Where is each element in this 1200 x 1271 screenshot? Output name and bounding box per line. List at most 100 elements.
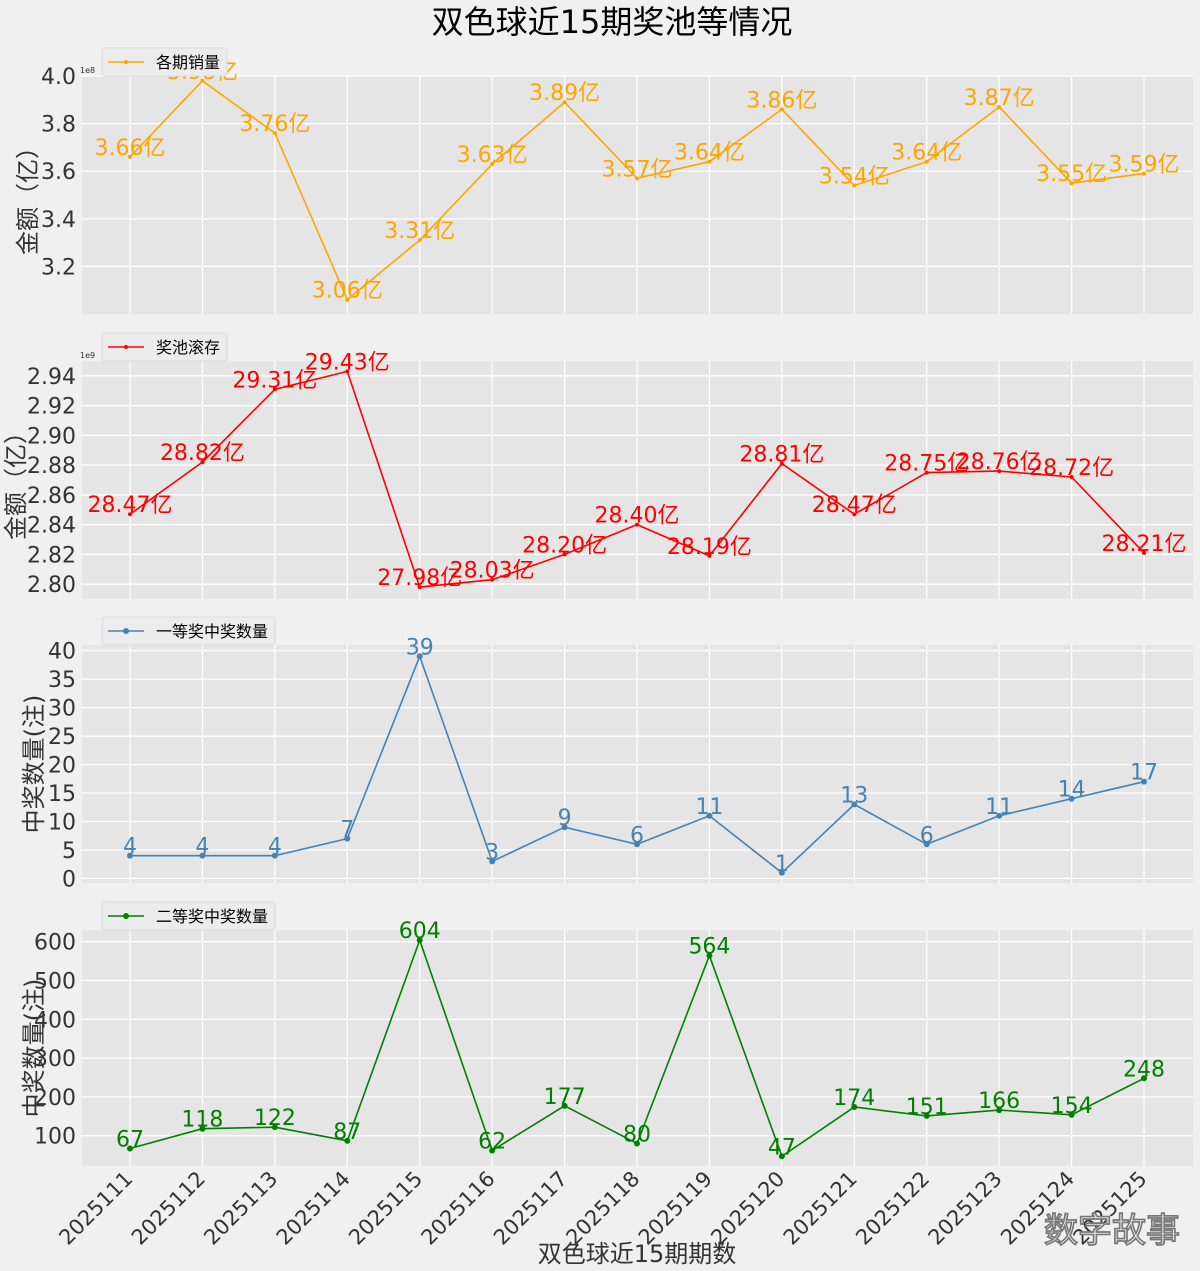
data-label: 6 [920, 823, 934, 848]
data-label: 39 [406, 635, 434, 660]
y-tick-label: 3.6 [41, 160, 76, 185]
data-label: 67 [116, 1128, 144, 1153]
y-tick-label: 100 [34, 1125, 76, 1150]
data-label: 3.66亿 [95, 136, 166, 161]
data-point [272, 387, 277, 392]
legend-label: 奖池滚存 [156, 338, 220, 357]
data-label: 151 [906, 1095, 948, 1120]
x-tick-label: 2025119 [634, 1167, 717, 1250]
y-tick-label: 300 [34, 1047, 76, 1072]
legend: 一等奖中奖数量 [101, 616, 276, 646]
y-tick-label: 3.2 [41, 255, 76, 280]
data-point [635, 522, 640, 527]
data-label: 87 [333, 1120, 361, 1145]
data-label: 3.89亿 [529, 81, 600, 106]
data-point [1142, 171, 1147, 176]
subplot-2: 2.80 2.82 2.84 2.86 2.88 2.90 2.92 2.94 1e9 金额（亿）… [2, 332, 1193, 599]
x-tick-label: 2025118 [561, 1167, 644, 1250]
data-label: 7 [340, 818, 354, 843]
x-axis-label: 双色球近15期期数 [538, 1240, 737, 1268]
x-axis: 2025111202511220251132025114202511520251… [54, 1167, 1151, 1250]
y-tick-label: 10 [48, 811, 76, 836]
y-tick-label: 2.88 [27, 454, 76, 479]
data-point [490, 577, 495, 582]
x-tick-label: 2025121 [779, 1167, 862, 1250]
x-tick-label: 2025120 [706, 1167, 789, 1250]
data-label: 28.20亿 [522, 533, 607, 558]
data-point [634, 841, 641, 848]
data-label: 248 [1123, 1057, 1165, 1082]
legend-marker [123, 913, 129, 919]
data-point [706, 952, 713, 959]
data-label: 3.06亿 [312, 279, 383, 304]
legend: 二等奖中奖数量 [101, 901, 276, 931]
y-tick-label: 2.94 [27, 365, 76, 390]
data-point [1141, 778, 1148, 785]
data-point [997, 104, 1002, 109]
x-tick-label: 2025114 [272, 1167, 355, 1250]
data-label: 4 [268, 835, 282, 860]
data-label: 122 [254, 1106, 296, 1131]
data-label: 174 [833, 1086, 875, 1111]
legend: 各期销量 [101, 47, 228, 77]
data-label: 47 [768, 1135, 796, 1160]
x-tick-label: 2025117 [489, 1167, 572, 1250]
legend: 奖池滚存 [101, 332, 228, 362]
data-point [417, 238, 422, 243]
data-point [996, 1107, 1003, 1114]
y-tick-label: 400 [34, 1008, 76, 1033]
x-tick-label: 2025116 [417, 1167, 500, 1250]
legend-box [101, 47, 228, 77]
data-point [562, 552, 567, 557]
y-tick-label: 2.90 [27, 424, 76, 449]
data-point [416, 653, 423, 660]
y-tick-label: 30 [48, 697, 76, 722]
data-point [561, 1102, 568, 1109]
data-point [199, 1125, 206, 1132]
data-label: 3.55亿 [1036, 162, 1107, 187]
data-point [997, 469, 1002, 474]
y-tick-label: 4.0 [41, 65, 76, 90]
data-label: 14 [1058, 778, 1086, 803]
subplot-4: 100 200 300 400 500 600 中奖数量(注) 67 118 122 87 604 62… [20, 901, 1193, 1166]
data-point [778, 1153, 785, 1160]
data-label: 3.64亿 [674, 141, 745, 166]
data-label: 28.03亿 [450, 559, 535, 584]
data-label: 3.59亿 [1109, 153, 1180, 178]
data-label: 3.57亿 [602, 157, 673, 182]
data-point [200, 460, 205, 465]
y-axis-label: 中奖数量(注) [20, 979, 48, 1118]
data-label: 3.86亿 [746, 88, 817, 113]
y-tick-label: 2.86 [27, 484, 76, 509]
legend-box [101, 332, 228, 362]
data-label: 118 [181, 1108, 223, 1133]
watermark-text: 数字故事 [1044, 1211, 1180, 1251]
data-point [562, 100, 567, 105]
data-point [416, 937, 423, 944]
data-point [923, 1112, 930, 1119]
data-label: 28.19亿 [667, 535, 752, 560]
data-label: 28.47亿 [88, 493, 173, 518]
x-tick-label: 2025113 [199, 1167, 282, 1250]
legend-label: 各期销量 [156, 53, 220, 72]
data-point [417, 585, 422, 590]
y-tick-label: 500 [34, 969, 76, 994]
y-tick-label: 40 [48, 640, 76, 665]
y-tick-label: 200 [34, 1086, 76, 1111]
data-label: 80 [623, 1122, 651, 1147]
data-point [1068, 1111, 1075, 1118]
data-label: 28.47亿 [812, 493, 897, 518]
data-point [127, 1145, 133, 1152]
data-point [344, 835, 351, 842]
data-label: 28.21亿 [1102, 532, 1187, 557]
data-label: 28.76亿 [957, 450, 1042, 475]
data-point [200, 78, 205, 83]
data-label: 11 [985, 795, 1013, 820]
data-label: 29.43亿 [305, 350, 390, 375]
data-point [561, 824, 568, 831]
data-label: 28.40亿 [595, 504, 680, 529]
data-label: 28.82亿 [160, 441, 245, 466]
y-tick-label: 2.82 [27, 543, 76, 568]
data-point [1142, 550, 1147, 555]
